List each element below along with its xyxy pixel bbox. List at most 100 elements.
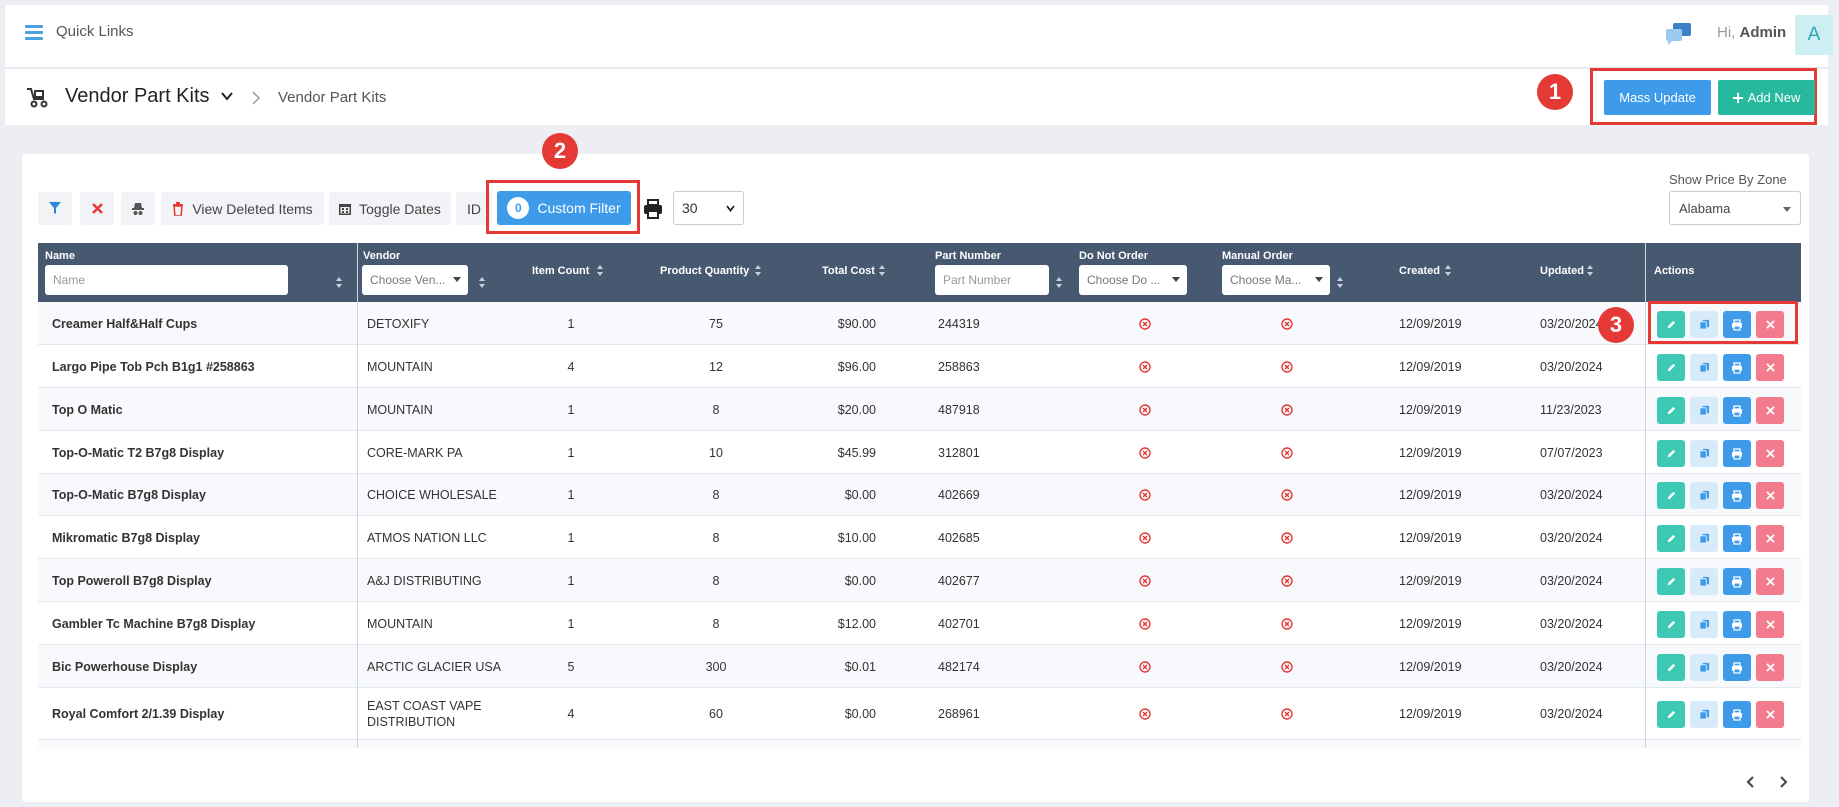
- row-updated: 03/20/2024: [1540, 660, 1603, 674]
- copy-button[interactable]: [1690, 482, 1718, 509]
- copy-button[interactable]: [1690, 611, 1718, 638]
- delete-button[interactable]: [1756, 701, 1784, 728]
- sort-icon[interactable]: [1587, 265, 1594, 277]
- print-button[interactable]: [1723, 354, 1751, 381]
- filter-button[interactable]: [38, 192, 72, 225]
- sort-icon[interactable]: [336, 277, 343, 289]
- copy-button[interactable]: [1690, 525, 1718, 552]
- print-button[interactable]: [1723, 397, 1751, 424]
- copy-button[interactable]: [1690, 568, 1718, 595]
- print-button[interactable]: [1723, 440, 1751, 467]
- print-button[interactable]: [1723, 311, 1751, 338]
- edit-button[interactable]: [1657, 482, 1685, 509]
- delete-button[interactable]: [1756, 654, 1784, 681]
- row-item-count: 5: [567, 660, 575, 674]
- copy-button[interactable]: [1690, 397, 1718, 424]
- row-item-count: 1: [567, 488, 575, 502]
- table-row: Top Poweroll B7g8 Display A&J DISTRIBUTIN…: [38, 559, 1801, 602]
- edit-button[interactable]: [1657, 440, 1685, 467]
- page-size-select[interactable]: 30: [673, 191, 744, 225]
- chat-icon[interactable]: [1665, 22, 1693, 46]
- row-product-quantity: 8: [712, 488, 720, 502]
- print-button[interactable]: [1723, 568, 1751, 595]
- row-product-quantity: 12: [709, 360, 723, 374]
- edit-button[interactable]: [1657, 611, 1685, 638]
- row-vendor: MOUNTAIN: [367, 403, 433, 417]
- vendor-filter-select[interactable]: Choose Ven...: [362, 265, 468, 295]
- copy-button[interactable]: [1690, 440, 1718, 467]
- do-not-order-icon: [1139, 447, 1151, 459]
- row-updated: 03/20/2024: [1540, 574, 1603, 588]
- delete-button[interactable]: [1756, 440, 1784, 467]
- print-icon[interactable]: [643, 199, 663, 219]
- view-deleted-button[interactable]: View Deleted Items: [161, 192, 324, 225]
- chevron-down-icon[interactable]: [220, 89, 234, 103]
- row-name: Top O Matic: [52, 403, 123, 417]
- toggle-dates-button[interactable]: Toggle Dates: [329, 192, 451, 225]
- print-button[interactable]: [1723, 654, 1751, 681]
- custom-filter-count: 0: [507, 197, 530, 219]
- name-filter-input[interactable]: Name: [45, 265, 288, 295]
- row-total-cost: $96.00: [837, 360, 876, 374]
- delete-button[interactable]: [1756, 354, 1784, 381]
- sort-icon[interactable]: [1056, 277, 1063, 289]
- row-created: 12/09/2019: [1399, 707, 1462, 721]
- copy-button[interactable]: [1690, 311, 1718, 338]
- print-button[interactable]: [1723, 525, 1751, 552]
- sort-icon[interactable]: [879, 265, 886, 277]
- delete-button[interactable]: [1756, 525, 1784, 552]
- sort-icon[interactable]: [479, 277, 486, 289]
- zone-select[interactable]: Alabama: [1669, 191, 1801, 225]
- add-new-button[interactable]: Add New: [1718, 80, 1815, 115]
- row-created: 12/09/2019: [1399, 488, 1462, 502]
- caret-down-icon: [1783, 207, 1791, 212]
- delete-button[interactable]: [1756, 482, 1784, 509]
- copy-button[interactable]: [1690, 354, 1718, 381]
- row-product-quantity: 8: [712, 574, 720, 588]
- part-number-filter-input[interactable]: Part Number: [935, 265, 1049, 295]
- sort-icon[interactable]: [1445, 265, 1452, 277]
- manual-order-filter-select[interactable]: Choose Ma...: [1222, 265, 1330, 295]
- sort-icon[interactable]: [1337, 277, 1344, 289]
- breadcrumb[interactable]: Vendor Part Kits: [278, 89, 387, 106]
- row-total-cost: $0.00: [844, 574, 876, 588]
- print-button[interactable]: [1723, 701, 1751, 728]
- kit-icon: [27, 88, 48, 108]
- row-vendor-line2: DISTRIBUTION: [367, 715, 456, 729]
- edit-button[interactable]: [1657, 354, 1685, 381]
- sort-icon[interactable]: [597, 265, 604, 277]
- edit-button[interactable]: [1657, 397, 1685, 424]
- row-created: 12/09/2019: [1399, 660, 1462, 674]
- edit-button[interactable]: [1657, 701, 1685, 728]
- incognito-button[interactable]: [121, 192, 155, 225]
- print-button[interactable]: [1723, 482, 1751, 509]
- delete-button[interactable]: [1756, 611, 1784, 638]
- id-toggle-label: ID: [467, 200, 481, 217]
- menu-icon[interactable]: [25, 25, 43, 40]
- row-name: Creamer Half&Half Cups: [52, 317, 198, 331]
- manual-order-icon: [1281, 661, 1293, 673]
- next-page-icon[interactable]: [1776, 775, 1790, 789]
- edit-button[interactable]: [1657, 568, 1685, 595]
- print-button[interactable]: [1723, 611, 1751, 638]
- prev-page-icon[interactable]: [1744, 775, 1758, 789]
- copy-button[interactable]: [1690, 701, 1718, 728]
- sort-icon[interactable]: [755, 265, 762, 277]
- do-not-order-filter-select[interactable]: Choose Do ...: [1079, 265, 1187, 295]
- table-row: Largo Pipe Tob Pch B1g1 #258863 MOUNTAIN 4…: [38, 345, 1801, 388]
- annotation-box-3: [1648, 301, 1798, 344]
- edit-button[interactable]: [1657, 311, 1685, 338]
- clear-filter-button[interactable]: [80, 192, 114, 225]
- edit-button[interactable]: [1657, 525, 1685, 552]
- copy-button[interactable]: [1690, 654, 1718, 681]
- avatar[interactable]: A: [1795, 15, 1833, 55]
- edit-button[interactable]: [1657, 654, 1685, 681]
- table-row: Top-O-Matic T2 B7g8 Display CORE-MARK PA 1…: [38, 431, 1801, 474]
- col-created-label: Created: [1399, 265, 1440, 277]
- mass-update-button[interactable]: Mass Update: [1604, 80, 1711, 115]
- delete-button[interactable]: [1756, 311, 1784, 338]
- delete-button[interactable]: [1756, 568, 1784, 595]
- custom-filter-button[interactable]: 0 Custom Filter: [497, 191, 631, 225]
- delete-button[interactable]: [1756, 397, 1784, 424]
- quick-links[interactable]: Quick Links: [56, 23, 134, 40]
